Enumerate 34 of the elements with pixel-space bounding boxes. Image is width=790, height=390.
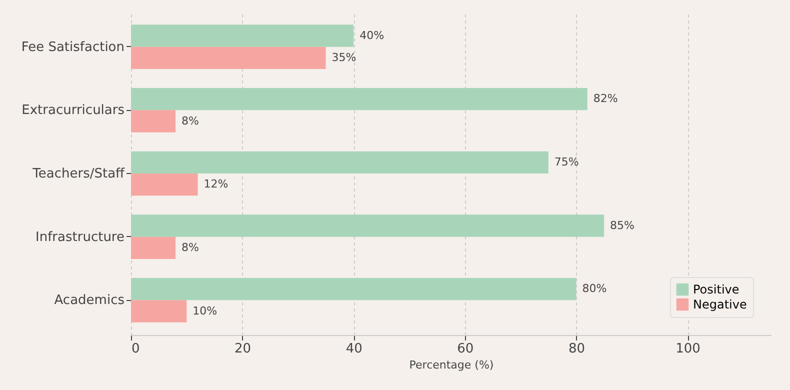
data-label: 80% [582,282,607,296]
y-tick-label: Extracurriculars [22,103,125,118]
y-tick-label: Fee Satisfaction [21,40,124,55]
x-tick-label: 40 [346,342,362,356]
bar [131,236,176,259]
bar [131,214,604,237]
bar [131,110,176,132]
bar [131,24,354,47]
bar [131,300,187,322]
legend-label: Positive [693,282,740,296]
x-axis-title: Percentage (%) [409,358,494,372]
x-tick-label: 100 [676,342,700,356]
data-label: 12% [204,178,228,191]
x-tick-label: 0 [132,342,140,356]
data-label: 8% [182,240,199,254]
legend-label: Negative [693,298,747,312]
y-tick-label: Infrastructure [36,230,124,245]
data-label: 35% [332,50,356,64]
data-label: 8% [182,114,199,128]
bar [131,278,576,300]
y-tick-label: Teachers/Staff [32,166,126,182]
data-label: 10% [192,304,218,318]
data-label: 82% [593,92,618,106]
bar [131,174,198,196]
bar [131,46,326,69]
y-tick-label: Academics [54,293,125,308]
data-label: 75% [554,155,579,168]
x-tick-label: 80 [568,342,585,356]
bar [131,88,588,110]
data-label: 85% [610,218,634,232]
x-tick-label: 20 [234,342,252,356]
data-label: 40% [360,28,384,42]
bar [131,151,548,174]
x-tick-label: 60 [457,342,474,356]
